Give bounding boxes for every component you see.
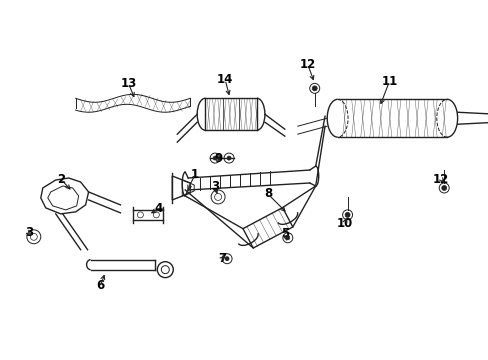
Text: 12: 12 — [432, 172, 448, 185]
Text: 11: 11 — [381, 75, 397, 88]
Text: 10: 10 — [336, 217, 352, 230]
Circle shape — [441, 185, 446, 190]
Text: 4: 4 — [154, 202, 162, 215]
Text: 14: 14 — [217, 73, 233, 86]
Text: 3: 3 — [211, 180, 219, 193]
Text: 7: 7 — [218, 252, 225, 265]
Text: 3: 3 — [25, 226, 33, 239]
Text: 2: 2 — [57, 172, 64, 185]
Circle shape — [345, 212, 349, 217]
Circle shape — [285, 236, 289, 240]
Text: 5: 5 — [280, 227, 288, 240]
Text: 13: 13 — [120, 77, 136, 90]
Circle shape — [312, 86, 317, 91]
Text: 9: 9 — [214, 152, 222, 165]
Text: 6: 6 — [96, 279, 104, 292]
Text: 8: 8 — [263, 188, 271, 201]
Text: 1: 1 — [191, 167, 199, 180]
Circle shape — [224, 257, 228, 261]
Text: 12: 12 — [299, 58, 315, 71]
Circle shape — [226, 156, 230, 160]
Circle shape — [213, 156, 217, 160]
